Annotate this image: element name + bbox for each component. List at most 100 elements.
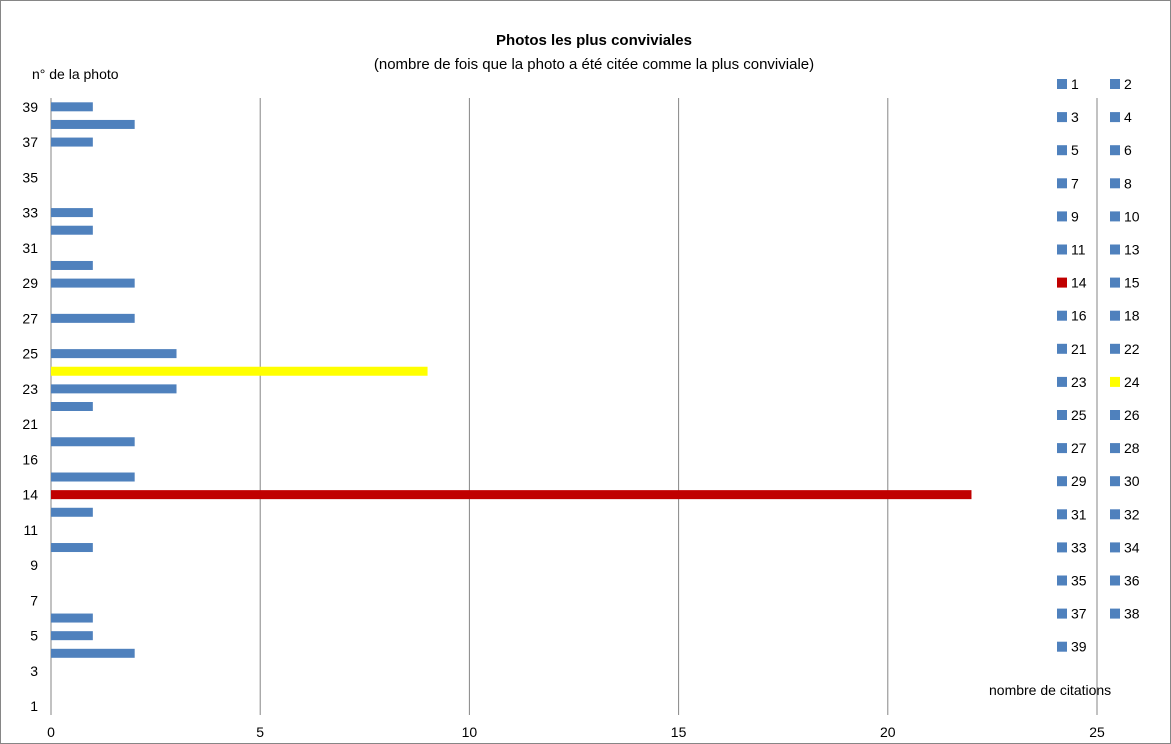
- legend-swatch-5: [1057, 145, 1067, 156]
- y-tick-label: 7: [30, 592, 38, 608]
- legend-label: 2: [1124, 76, 1132, 92]
- bar-photo-32: [51, 225, 93, 235]
- legend-swatch-34: [1110, 542, 1120, 553]
- legend-swatch-13: [1110, 244, 1120, 255]
- bar-photo-29: [51, 278, 135, 288]
- bar-photo-10: [51, 543, 93, 553]
- y-tick-label: 25: [22, 346, 38, 362]
- legend-label: 31: [1071, 506, 1087, 522]
- bar-photo-33: [51, 208, 93, 218]
- legend-swatch-8: [1110, 178, 1120, 189]
- legend-label: 6: [1124, 142, 1132, 158]
- bar-photo-27: [51, 313, 135, 323]
- legend-label: 13: [1124, 242, 1140, 258]
- legend-label: 34: [1124, 539, 1140, 555]
- legend-label: 18: [1124, 308, 1140, 324]
- chart-subtitle: (nombre de fois que la photo a été citée…: [374, 56, 814, 73]
- legend-swatch-4: [1110, 112, 1120, 123]
- chart-title: Photos les plus conviviales: [496, 32, 692, 49]
- legend-swatch-28: [1110, 443, 1120, 454]
- legend-label: 10: [1124, 208, 1140, 224]
- legend-label: 26: [1124, 407, 1140, 423]
- bar-photo-23: [51, 384, 177, 394]
- legend-swatch-7: [1057, 178, 1067, 189]
- legend-swatch-36: [1110, 575, 1120, 586]
- legend-label: 37: [1071, 606, 1087, 622]
- x-tick-labels: 0 5 10 15 20 25: [47, 724, 1105, 740]
- legend-swatch-6: [1110, 145, 1120, 156]
- x-tick-label: 0: [47, 724, 55, 740]
- y-tick-label: 21: [22, 416, 38, 432]
- bar-photo-13: [51, 507, 93, 517]
- legend-label: 23: [1071, 374, 1087, 390]
- bar-photo-18: [51, 437, 135, 447]
- legend-swatch-22: [1110, 343, 1120, 354]
- legend-label: 15: [1124, 275, 1140, 291]
- legend-swatch-37: [1057, 608, 1067, 619]
- y-tick-label: 9: [30, 557, 38, 573]
- legend-swatch-14: [1057, 277, 1067, 288]
- y-tick-label: 35: [22, 169, 38, 185]
- legend-label: 33: [1071, 539, 1087, 555]
- legend-swatch-21: [1057, 343, 1067, 354]
- y-tick-label: 1: [30, 698, 38, 714]
- bars: [51, 102, 972, 658]
- x-tick-label: 10: [462, 724, 478, 740]
- bar-photo-24: [51, 366, 428, 376]
- y-tick-label: 37: [22, 134, 38, 150]
- legend-label: 16: [1071, 308, 1087, 324]
- x-tick-label: 15: [671, 724, 687, 740]
- y-tick-label: 16: [22, 451, 38, 467]
- y-tick-label: 3: [30, 663, 38, 679]
- legend-label: 25: [1071, 407, 1087, 423]
- y-tick-label: 11: [23, 522, 38, 538]
- legend-label: 11: [1071, 242, 1086, 258]
- legend-label: 30: [1124, 473, 1140, 489]
- legend-label: 22: [1124, 341, 1140, 357]
- bar-photo-38: [51, 119, 135, 129]
- legend-label: 36: [1124, 573, 1140, 589]
- legend-label: 5: [1071, 142, 1079, 158]
- legend-swatch-16: [1057, 310, 1067, 321]
- y-tick-label: 23: [22, 381, 38, 397]
- legend-swatch-15: [1110, 277, 1120, 288]
- legend-label: 8: [1124, 175, 1132, 191]
- x-tick-label: 5: [256, 724, 264, 740]
- legend-label: 29: [1071, 473, 1087, 489]
- bar-photo-4: [51, 648, 135, 658]
- legend-label: 24: [1124, 374, 1140, 390]
- legend-label: 32: [1124, 506, 1140, 522]
- legend-swatch-30: [1110, 476, 1120, 487]
- legend-swatch-24: [1110, 376, 1120, 387]
- legend-swatch-11: [1057, 244, 1067, 255]
- legend-swatch-23: [1057, 376, 1067, 387]
- bar-photo-14: [51, 490, 972, 500]
- legend-swatch-3: [1057, 112, 1067, 123]
- legend-swatch-27: [1057, 443, 1067, 454]
- legend-label: 7: [1071, 175, 1079, 191]
- legend-label: 9: [1071, 208, 1079, 224]
- legend-label: 27: [1071, 440, 1087, 456]
- y-tick-label: 5: [30, 628, 38, 644]
- y-tick-label: 29: [22, 275, 38, 291]
- legend-swatch-9: [1057, 211, 1067, 222]
- legend-swatch-18: [1110, 310, 1120, 321]
- legend-label: 14: [1071, 275, 1087, 291]
- legend-swatch-10: [1110, 211, 1120, 222]
- x-axis-label: nombre de citations: [989, 682, 1111, 698]
- legend-label: 39: [1071, 639, 1087, 655]
- legend-swatch-2: [1110, 79, 1120, 89]
- bar-photo-22: [51, 402, 93, 411]
- x-tick-label: 20: [880, 724, 896, 740]
- bar-photo-30: [51, 260, 93, 270]
- x-tick-label: 25: [1089, 724, 1105, 740]
- legend-label: 3: [1071, 109, 1079, 125]
- legend-swatch-38: [1110, 608, 1120, 619]
- legend-label: 28: [1124, 440, 1140, 456]
- y-tick-label: 33: [22, 205, 38, 221]
- legend-swatch-1: [1057, 79, 1067, 89]
- legend-swatch-35: [1057, 575, 1067, 586]
